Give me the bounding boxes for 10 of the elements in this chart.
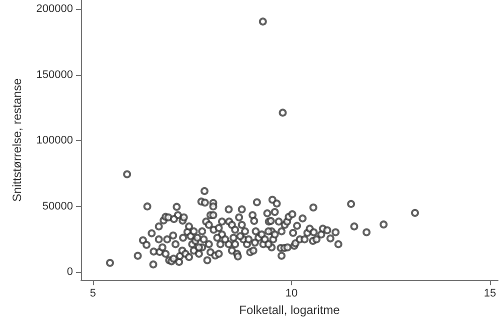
x-tick-label: 5: [90, 288, 96, 300]
y-tick-label: 50000: [42, 200, 73, 212]
y-tick-label: 100000: [36, 134, 73, 147]
y-tick-label: 0: [66, 266, 73, 278]
y-tick-label: 200000: [36, 3, 73, 16]
x-axis-title: Folketall, logaritme: [239, 303, 340, 317]
x-tick-label: 15: [484, 288, 496, 300]
y-axis-title: Snittstørrelse, restanse: [10, 78, 24, 202]
x-tick-label: 10: [285, 288, 298, 300]
y-tick-label: 150000: [36, 68, 73, 81]
